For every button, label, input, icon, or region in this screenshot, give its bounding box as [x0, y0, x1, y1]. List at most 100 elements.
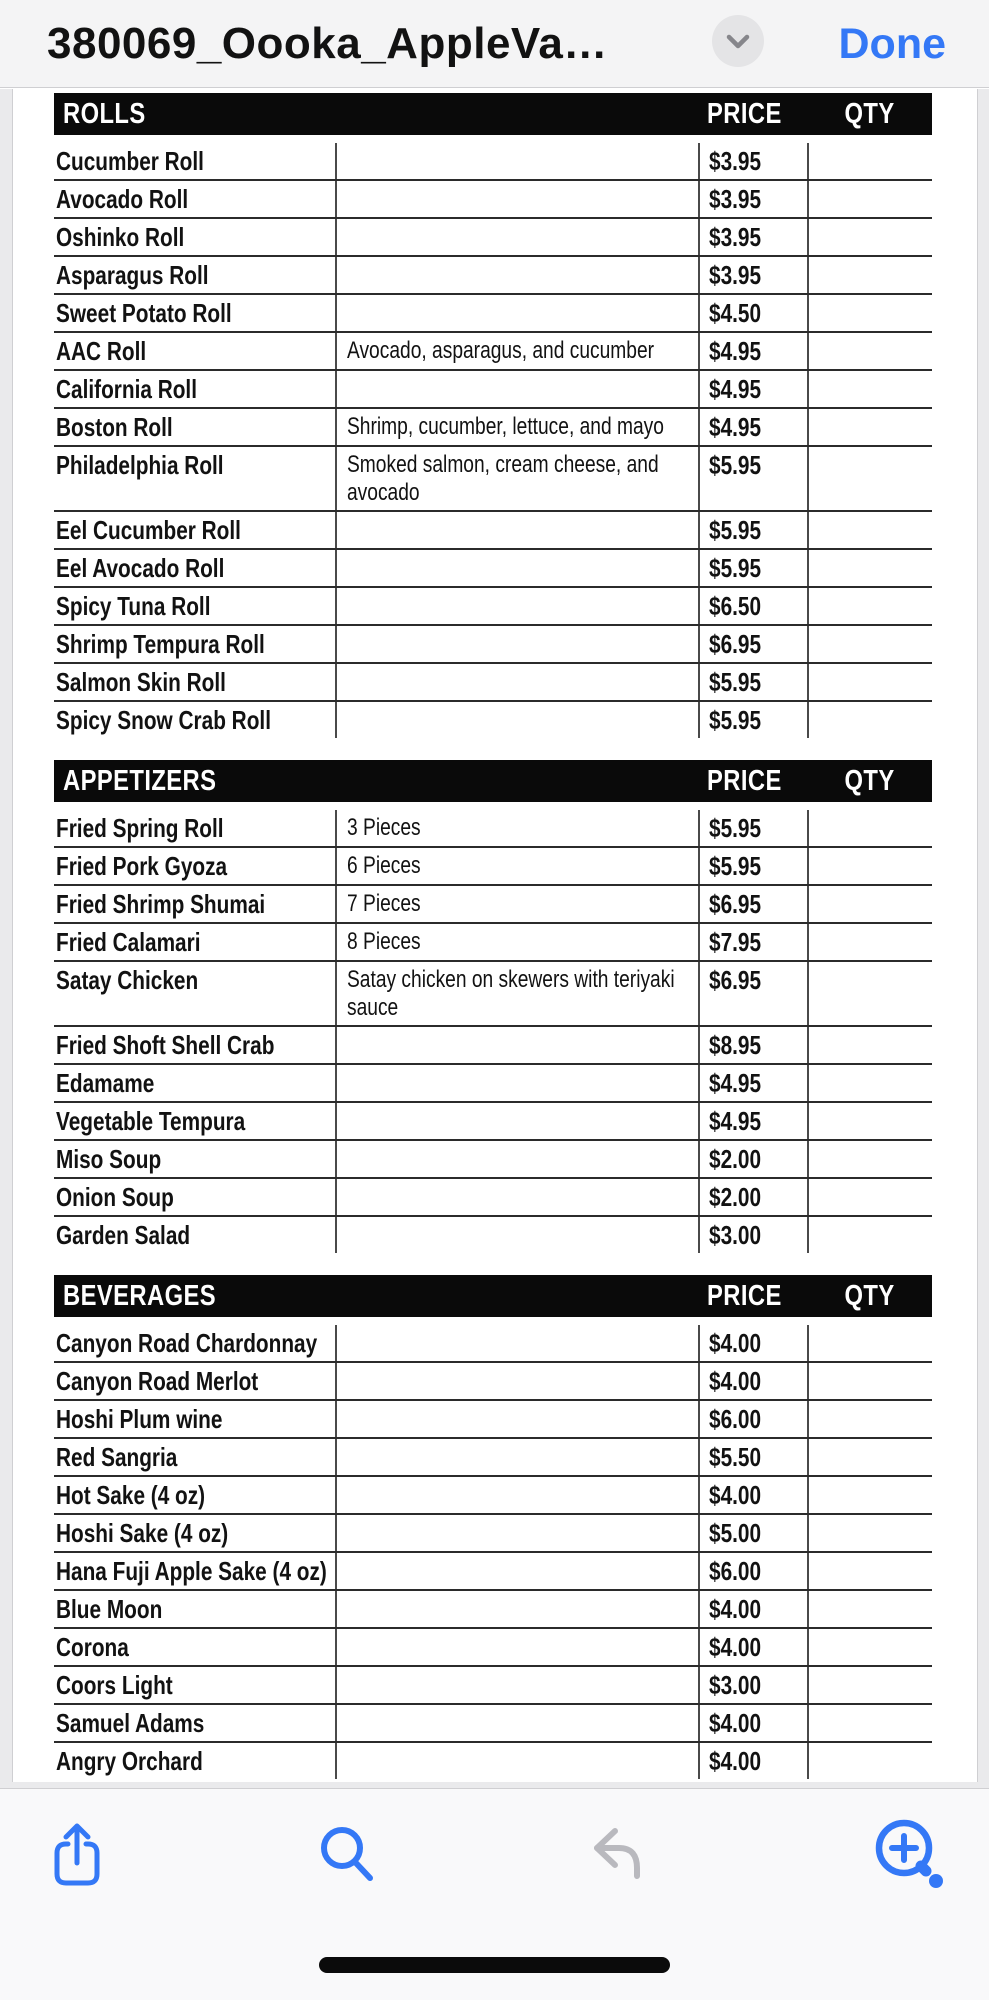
item-qty-cell[interactable] [807, 1103, 932, 1139]
qty-column-header: QTY [844, 97, 895, 130]
item-qty-cell[interactable] [807, 1705, 932, 1741]
price-column-header: PRICE [707, 97, 782, 130]
item-qty-cell[interactable] [807, 219, 932, 255]
item-qty-cell[interactable] [807, 1515, 932, 1551]
item-qty-cell[interactable] [807, 1477, 932, 1513]
item-description-cell [335, 1477, 698, 1513]
item-qty-cell[interactable] [807, 924, 932, 960]
section-title: APPETIZERS [63, 764, 217, 797]
chevron-down-icon [723, 26, 753, 56]
item-name-cell: Spicy Tuna Roll [56, 591, 211, 621]
item-qty-cell[interactable] [807, 295, 932, 331]
item-price-cell: $5.95 [698, 848, 807, 884]
item-qty-cell[interactable] [807, 1363, 932, 1399]
done-button[interactable]: Done [839, 0, 947, 88]
item-name-cell: Asparagus Roll [56, 260, 209, 290]
item-qty-cell[interactable] [807, 664, 932, 700]
section-title: ROLLS [63, 97, 146, 130]
item-qty-cell[interactable] [807, 1065, 932, 1101]
item-price-cell: $4.95 [698, 333, 807, 369]
item-price-cell: $4.00 [698, 1477, 807, 1513]
item-qty-cell[interactable] [807, 1179, 932, 1215]
item-name-cell: Sweet Potato Roll [56, 298, 232, 328]
item-qty-cell[interactable] [807, 886, 932, 922]
item-qty-cell[interactable] [807, 550, 932, 586]
menu-row: Corona $4.00 [54, 1627, 932, 1665]
menu-row: Edamame $4.95 [54, 1063, 932, 1101]
item-price-cell: $3.95 [698, 181, 807, 217]
item-qty-cell[interactable] [807, 810, 932, 846]
item-qty-cell[interactable] [807, 1217, 932, 1253]
item-qty-cell[interactable] [807, 848, 932, 884]
item-price-cell: $7.95 [698, 924, 807, 960]
item-description-cell [335, 1103, 698, 1139]
item-qty-cell[interactable] [807, 447, 932, 510]
item-price-cell: $6.95 [698, 886, 807, 922]
menu-row: California Roll $4.95 [54, 369, 932, 407]
item-qty-cell[interactable] [807, 181, 932, 217]
menu-row: Fried Shoft Shell Crab $8.95 [54, 1025, 932, 1063]
item-name-cell: Hana Fuji Apple Sake (4 oz) [56, 1556, 327, 1586]
item-price-cell: $4.95 [698, 1065, 807, 1101]
item-qty-cell[interactable] [807, 1141, 932, 1177]
pdf-page: ROLLS PRICE QTY Cucumber Roll $3.95 Avoc… [12, 89, 978, 1782]
item-name-cell: Vegetable Tempura [56, 1106, 246, 1136]
section-rows: Fried Spring Roll 3 Pieces $5.95 Fried P… [54, 810, 932, 1253]
price-column-header: PRICE [707, 764, 782, 797]
title-menu-button[interactable] [712, 15, 764, 67]
item-qty-cell[interactable] [807, 257, 932, 293]
markup-zoom-button[interactable] [865, 1811, 951, 1897]
item-qty-cell[interactable] [807, 626, 932, 662]
document-scroll-area[interactable]: ROLLS PRICE QTY Cucumber Roll $3.95 Avoc… [0, 89, 989, 1788]
item-price-cell: $2.00 [698, 1179, 807, 1215]
item-description-cell [335, 702, 698, 738]
item-qty-cell[interactable] [807, 409, 932, 445]
menu-row: Oshinko Roll $3.95 [54, 217, 932, 255]
item-qty-cell[interactable] [807, 1591, 932, 1627]
item-description-cell [335, 1515, 698, 1551]
menu-row: Spicy Tuna Roll $6.50 [54, 586, 932, 624]
menu-row: Canyon Road Merlot $4.00 [54, 1361, 932, 1399]
item-description-cell [335, 1705, 698, 1741]
item-qty-cell[interactable] [807, 1629, 932, 1665]
section-rows: Cucumber Roll $3.95 Avocado Roll $3.95 O… [54, 143, 932, 738]
share-button[interactable] [34, 1811, 120, 1897]
item-qty-cell[interactable] [807, 962, 932, 1025]
item-price-cell: $4.00 [698, 1591, 807, 1627]
item-qty-cell[interactable] [807, 1553, 932, 1589]
section-title: BEVERAGES [63, 1279, 217, 1312]
price-column-header: PRICE [707, 1279, 782, 1312]
item-qty-cell[interactable] [807, 512, 932, 548]
menu-row: Fried Shrimp Shumai 7 Pieces $6.95 [54, 884, 932, 922]
item-qty-cell[interactable] [807, 1667, 932, 1703]
menu-row: Canyon Road Chardonnay $4.00 [54, 1325, 932, 1361]
menu-row: Spicy Snow Crab Roll $5.95 [54, 700, 932, 738]
item-description-cell [335, 219, 698, 255]
item-price-cell: $3.95 [698, 219, 807, 255]
item-description-cell: Smoked salmon, cream cheese, and avocado [335, 447, 698, 510]
item-qty-cell[interactable] [807, 1743, 932, 1779]
item-qty-cell[interactable] [807, 1027, 932, 1063]
item-qty-cell[interactable] [807, 1401, 932, 1437]
item-qty-cell[interactable] [807, 333, 932, 369]
item-qty-cell[interactable] [807, 143, 932, 179]
item-name-cell: Coors Light [56, 1670, 173, 1700]
menu-sections: ROLLS PRICE QTY Cucumber Roll $3.95 Avoc… [13, 89, 977, 1779]
item-name-cell: Samuel Adams [56, 1708, 205, 1738]
item-qty-cell[interactable] [807, 588, 932, 624]
item-description-cell [335, 1065, 698, 1101]
menu-row: Garden Salad $3.00 [54, 1215, 932, 1253]
item-description-cell: Satay chicken on skewers with teriyaki s… [335, 962, 698, 1025]
item-name-cell: Fried Pork Gyoza [56, 851, 228, 881]
home-indicator[interactable] [319, 1957, 670, 1973]
item-name-cell: Onion Soup [56, 1182, 174, 1212]
menu-section: BEVERAGES PRICE QTY Canyon Road Chardonn… [54, 1275, 932, 1779]
item-qty-cell[interactable] [807, 702, 932, 738]
search-button[interactable] [304, 1811, 390, 1897]
section-rows: Canyon Road Chardonnay $4.00 Canyon Road… [54, 1325, 932, 1779]
menu-row: Avocado Roll $3.95 [54, 179, 932, 217]
item-qty-cell[interactable] [807, 1325, 932, 1361]
item-price-cell: $4.00 [698, 1743, 807, 1779]
item-qty-cell[interactable] [807, 1439, 932, 1475]
item-qty-cell[interactable] [807, 371, 932, 407]
